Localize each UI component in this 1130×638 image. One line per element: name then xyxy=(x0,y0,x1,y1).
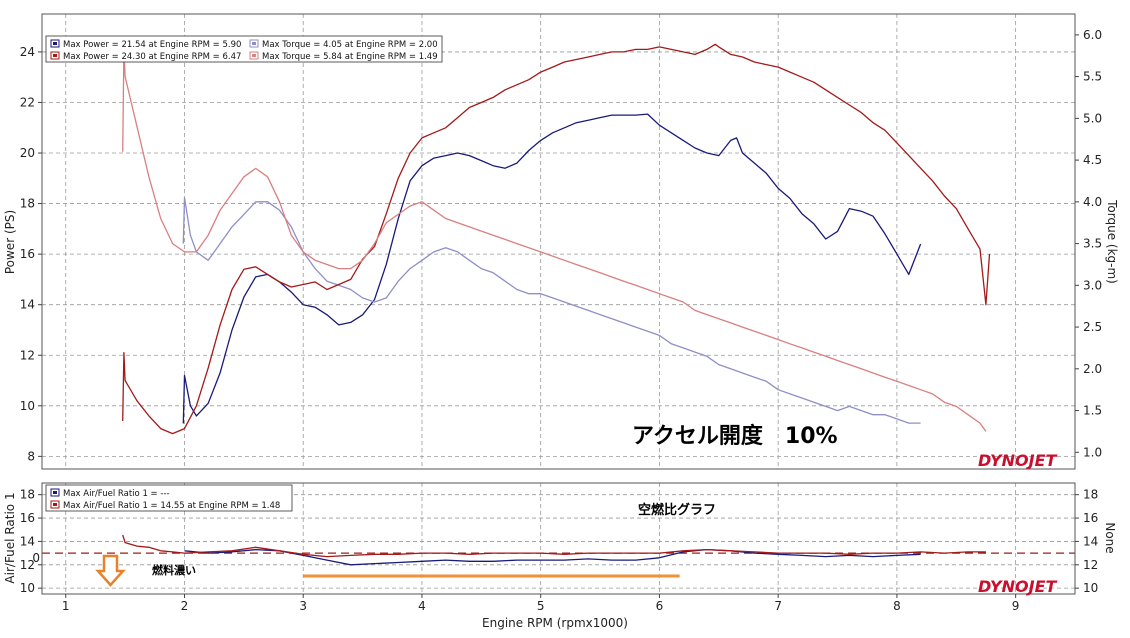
afr-legend-swatch-2-fill xyxy=(53,503,57,506)
legend-swatch-3-fill xyxy=(53,54,57,57)
top-y-ticks: 8 10 12 14 16 18 20 22 24 xyxy=(20,45,42,463)
bottom-y-ticks: 10 12 14 16 18 xyxy=(20,488,42,595)
legend-entry-3: Max Power = 24.30 at Engine RPM = 6.47 xyxy=(63,52,241,62)
bottom-y2-tick-label: 16 xyxy=(1083,511,1098,525)
top-y-tick-label: 14 xyxy=(20,298,35,312)
top-y-tick-label: 10 xyxy=(20,399,35,413)
x-tick-label: 9 xyxy=(1012,599,1020,613)
x-tick-label: 7 xyxy=(774,599,782,613)
top-y2-ticks: 1.0 1.5 2.0 2.5 3.0 3.5 4.0 4.5 5.0 5.5 6.0 xyxy=(1075,28,1102,459)
x-axis-label: Engine RPM (rpmx1000) xyxy=(482,616,628,630)
top-y-tick-label: 20 xyxy=(20,146,35,160)
top-y2-tick-label: 5.5 xyxy=(1083,70,1102,84)
top-y2-tick-label: 4.5 xyxy=(1083,153,1102,167)
legend-swatch-1-fill xyxy=(53,42,57,45)
top-plot-frame xyxy=(41,13,1076,470)
bottom-plot-frame xyxy=(41,482,1076,595)
top-y-tick-label: 24 xyxy=(20,45,35,59)
torque-run1-line xyxy=(182,197,921,424)
legend-swatch-2-fill xyxy=(252,42,256,45)
rich-fuel-annotation: 燃料濃い xyxy=(151,563,196,577)
down-arrow-icon xyxy=(95,554,126,587)
left-zero-marker: 0 xyxy=(32,551,40,565)
x-tick-label: 5 xyxy=(537,599,545,613)
top-y2-tick-label: 3.5 xyxy=(1083,237,1102,251)
top-y2-tick-label: 5.0 xyxy=(1083,111,1102,125)
bottom-y2-tick-label: 12 xyxy=(1083,558,1098,572)
bottom-dynojet-logo: DYNOJET xyxy=(978,577,1058,596)
torque-run2-line xyxy=(122,47,987,432)
x-tick-label: 4 xyxy=(418,599,426,613)
top-y-tick-label: 8 xyxy=(27,449,35,463)
top-y2-tick-label: 4.0 xyxy=(1083,195,1102,209)
top-y-tick-label: 16 xyxy=(20,247,35,261)
top-y2-tick-label: 1.5 xyxy=(1083,404,1102,418)
afr-legend-swatch-1-fill xyxy=(53,491,57,494)
x-ticks: 1 2 3 4 5 6 7 8 9 xyxy=(62,594,1020,613)
afr-legend-entry-2: Max Air/Fuel Ratio 1 = 14.55 at Engine R… xyxy=(63,501,280,511)
bottom-y2-tick-label: 10 xyxy=(1083,581,1098,595)
power-run1-line xyxy=(182,113,922,424)
legend-swatch-4-fill xyxy=(252,54,256,57)
top-grid xyxy=(42,14,1075,469)
bottom-legend-box xyxy=(45,484,293,512)
bottom-y-tick-label: 16 xyxy=(20,511,35,525)
top-legend: Max Power = 21.54 at Engine RPM = 5.90 M… xyxy=(45,35,443,63)
top-y2-tick-label: 6.0 xyxy=(1083,28,1102,42)
x-tick-label: 2 xyxy=(181,599,189,613)
power-torque-panel: 8 10 12 14 16 18 20 22 24 1.0 1.5 2.0 2.5 3.0 3.5 4.0 4… xyxy=(3,13,1119,470)
throttle-annotation: アクセル開度 10% xyxy=(632,423,838,449)
bottom-y2-axis-label: None xyxy=(1103,522,1117,553)
power-run2-line xyxy=(122,43,991,435)
x-tick-label: 1 xyxy=(62,599,70,613)
bottom-y2-ticks: 10 12 14 16 18 xyxy=(1075,488,1098,595)
top-y2-axis-label: Torque (kg-m) xyxy=(1105,199,1119,284)
top-y2-tick-label: 3.0 xyxy=(1083,278,1102,292)
bottom-y-tick-label: 18 xyxy=(20,488,35,502)
top-y2-tick-label: 2.5 xyxy=(1083,320,1102,334)
top-legend-box xyxy=(45,35,443,63)
top-y-tick-label: 22 xyxy=(20,95,35,109)
top-y2-tick-label: 2.0 xyxy=(1083,362,1102,376)
bottom-y-axis-label: Air/Fuel Ratio 1 xyxy=(3,492,17,583)
afr-legend-entry-1: Max Air/Fuel Ratio 1 = --- xyxy=(63,489,170,499)
bottom-y2-tick-label: 14 xyxy=(1083,534,1098,548)
top-y2-tick-label: 1.0 xyxy=(1083,445,1102,459)
bottom-y-tick-label: 10 xyxy=(20,581,35,595)
x-tick-label: 3 xyxy=(299,599,307,613)
top-dynojet-logo: DYNOJET xyxy=(978,451,1058,470)
x-tick-label: 8 xyxy=(893,599,901,613)
bottom-y-tick-label: 12 xyxy=(20,558,35,572)
bottom-y2-tick-label: 18 xyxy=(1083,488,1098,502)
afr-run1-line xyxy=(184,548,921,566)
afr-run2-line xyxy=(122,534,986,558)
legend-entry-2: Max Torque = 4.05 at Engine RPM = 2.00 xyxy=(262,40,438,50)
bottom-series xyxy=(42,534,1075,578)
legend-entry-4: Max Torque = 5.84 at Engine RPM = 1.49 xyxy=(262,52,438,62)
top-y-tick-label: 12 xyxy=(20,348,35,362)
x-tick-label: 6 xyxy=(656,599,664,613)
legend-entry-1: Max Power = 21.54 at Engine RPM = 5.90 xyxy=(63,40,241,50)
afr-graph-annotation: 空燃比グラフ xyxy=(638,502,716,518)
bottom-legend: Max Air/Fuel Ratio 1 = --- Max Air/Fuel … xyxy=(45,484,293,512)
top-y-axis-label: Power (PS) xyxy=(3,210,17,274)
top-series xyxy=(122,43,991,435)
bottom-y-tick-label: 14 xyxy=(20,534,35,548)
top-y-tick-label: 18 xyxy=(20,197,35,211)
